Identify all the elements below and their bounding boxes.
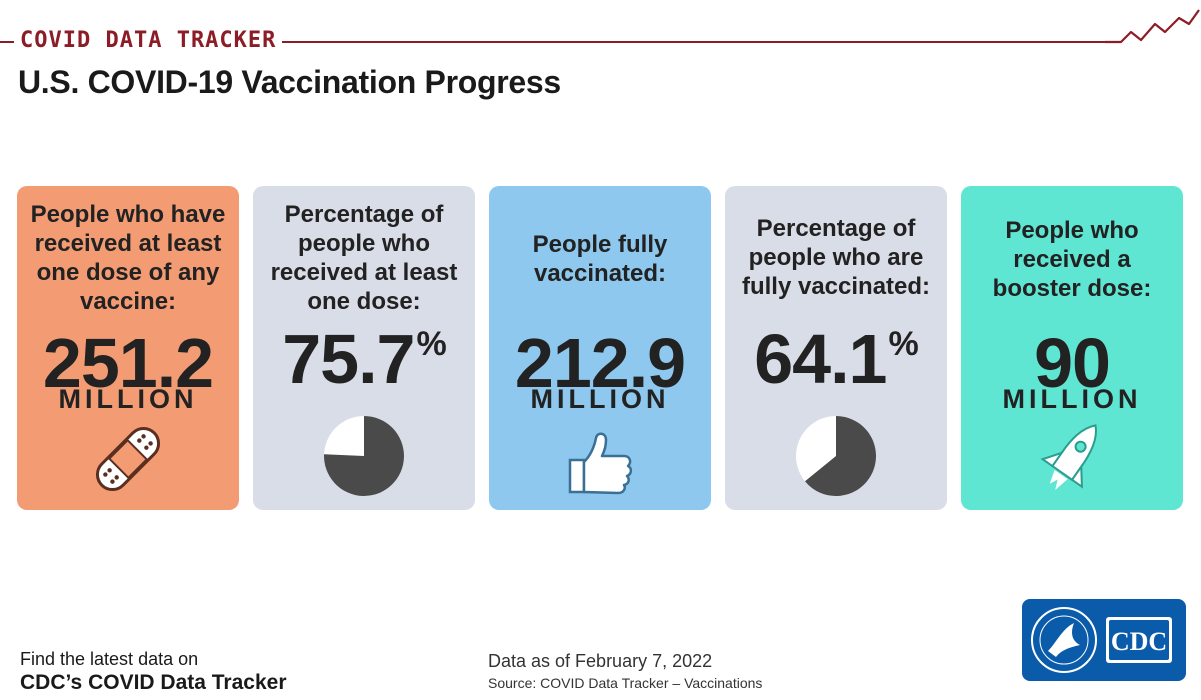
stat-cards: People who have received at least one do…: [17, 186, 1183, 510]
card-label: People fully vaccinated:: [532, 231, 668, 287]
card-percent-sign: %: [888, 325, 919, 363]
card-unit: MILLION: [58, 384, 198, 414]
card-unit: MILLION: [1002, 384, 1142, 414]
page-title: U.S. COVID-19 Vaccination Progress: [18, 64, 561, 100]
card-at-least-one-dose: People who have received at least one do…: [17, 186, 239, 510]
card-value: 75.7%: [253, 324, 475, 394]
card-value-number: 75.7: [282, 320, 415, 398]
data-date: Data as of February 7, 2022: [488, 651, 713, 671]
thumbs-up-icon: [568, 432, 633, 495]
header-rule: [0, 41, 1115, 43]
covid-data-tracker-link[interactable]: CDC’s COVID Data Tracker: [20, 671, 287, 694]
card-label: Percentage of people who are fully vacci…: [741, 215, 931, 300]
card-percent-sign: %: [416, 325, 447, 363]
data-source: Source: COVID Data Tracker – Vaccination…: [488, 675, 763, 691]
card-label: People who have received at least one do…: [30, 201, 226, 315]
card-pct-fully-vaccinated: Percentage of people who are fully vacci…: [725, 186, 947, 510]
footer-cta-line1: Find the latest data on: [20, 649, 199, 669]
card-value-number: 64.1: [754, 320, 887, 398]
pie-chart-icon: [796, 416, 876, 496]
card-pct-at-least-one-dose: Percentage of people who received at lea…: [253, 186, 475, 510]
cdc-logo-text: CDC: [1111, 627, 1167, 656]
pie-chart-icon: [324, 416, 404, 496]
card-label: People who received a booster dose:: [992, 217, 1152, 302]
hhs-cdc-logo: CDC: [1022, 599, 1186, 681]
pie-slice-filled: [324, 416, 404, 496]
card-value: 64.1%: [725, 324, 947, 394]
tracker-label: COVID DATA TRACKER: [14, 28, 283, 54]
footer-cta: Find the latest data on CDC’s COVID Data…: [20, 647, 287, 695]
trend-line-icon: [1105, 9, 1200, 44]
card-booster-dose: People who received a booster dose: 90 M…: [961, 186, 1183, 510]
card-fully-vaccinated: People fully vaccinated: 212.9 MILLION: [489, 186, 711, 510]
pie-slice-filled: [805, 416, 876, 496]
card-value: 212.9: [514, 324, 686, 402]
card-unit: MILLION: [530, 384, 670, 414]
card-label: Percentage of people who received at lea…: [270, 201, 458, 315]
card-value: 90: [1034, 324, 1111, 402]
bandage-icon: [95, 426, 161, 492]
card-value: 251.2: [42, 324, 214, 402]
rocket-icon: [1040, 424, 1097, 490]
hhs-seal-icon: CDC: [1031, 607, 1172, 673]
